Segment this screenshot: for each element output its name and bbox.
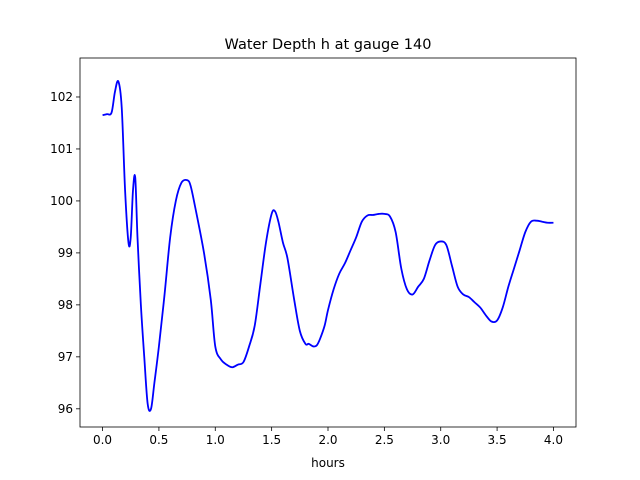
chart-title: Water Depth h at gauge 140: [225, 37, 432, 53]
y-tick-label: 97: [58, 350, 73, 364]
y-axis: 96 97 98 99 100 101 102: [50, 90, 80, 416]
x-tick-label: 2.5: [375, 433, 394, 447]
x-tick-label: 3.5: [488, 433, 507, 447]
x-tick-label: 0.5: [149, 433, 168, 447]
series-layer: [102, 79, 554, 412]
x-tick-label: 0.0: [93, 433, 112, 447]
x-tick-label: 1.5: [262, 433, 281, 447]
x-tick-label: 2.0: [318, 433, 337, 447]
x-axis: 0.0 0.5 1.0 1.5 2.0 2.5 3.0 3.5 4.0: [93, 427, 563, 447]
y-tick-label: 102: [50, 90, 73, 104]
x-tick-label: 3.0: [431, 433, 450, 447]
x-axis-label: hours: [311, 456, 345, 470]
x-tick-label: 4.0: [544, 433, 563, 447]
y-tick-label: 99: [58, 246, 73, 260]
y-tick-label: 96: [58, 402, 73, 416]
x-tick-label: 1.0: [206, 433, 225, 447]
series-line: [102, 79, 554, 412]
y-tick-label: 98: [58, 298, 73, 312]
y-tick-label: 100: [50, 194, 73, 208]
y-tick-label: 101: [50, 142, 73, 156]
